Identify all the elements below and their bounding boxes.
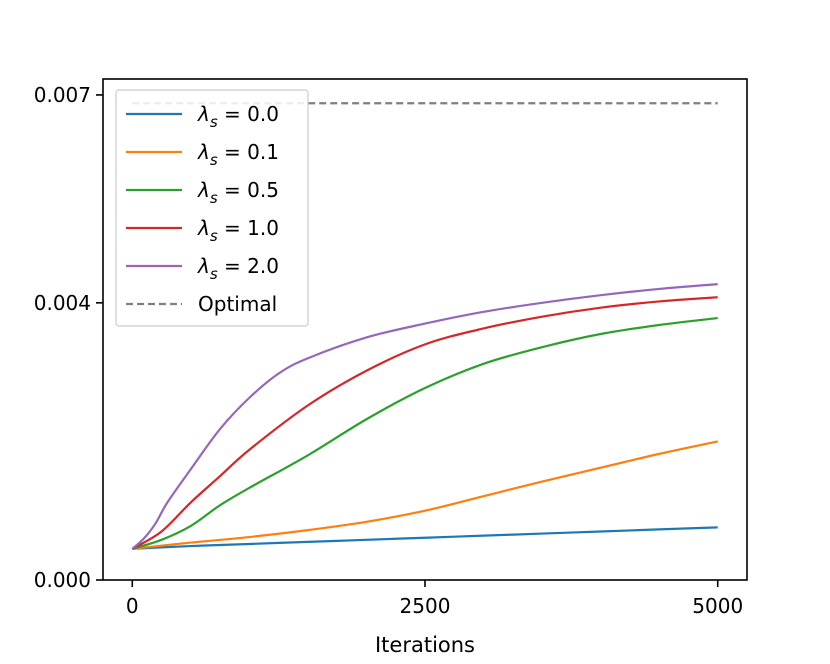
series-line-3 <box>131 296 718 550</box>
legend-label: Optimal <box>198 292 277 316</box>
legend-label: λs = 0.1 <box>197 140 279 169</box>
legend-label: λs = 0.5 <box>197 178 279 207</box>
series-line-1 <box>132 440 718 550</box>
legend-item: λs = 0.0 <box>126 102 279 131</box>
legend-item: λs = 1.0 <box>126 216 279 245</box>
x-axis: 0 2500 5000 <box>126 580 743 618</box>
x-tick-label: 5000 <box>692 594 743 618</box>
legend-label: λs = 0.0 <box>197 102 279 131</box>
x-axis-label: Iterations <box>375 633 475 657</box>
y-tick-label: 0.000 <box>34 568 91 592</box>
series-line-0 <box>132 526 718 550</box>
legend-item: Optimal <box>126 292 277 316</box>
y-tick-label: 0.004 <box>34 291 91 315</box>
y-axis: 0.000 0.004 0.007 <box>34 83 103 592</box>
series-line-4 <box>131 283 718 550</box>
x-tick-label: 2500 <box>400 594 451 618</box>
legend: λs = 0.0 λs = 0.1 λs = 0.5 λs = 1.0 λs = 2.0… <box>115 89 309 327</box>
legend-item: λs = 0.5 <box>126 178 279 207</box>
legend-item: λs = 2.0 <box>126 254 279 283</box>
series-line-2 <box>131 316 718 550</box>
legend-label: λs = 2.0 <box>197 254 279 283</box>
legend-label: λs = 1.0 <box>197 216 279 245</box>
y-tick-label: 0.007 <box>34 83 91 107</box>
x-tick-label: 0 <box>126 594 139 618</box>
legend-item: λs = 0.1 <box>126 140 279 169</box>
